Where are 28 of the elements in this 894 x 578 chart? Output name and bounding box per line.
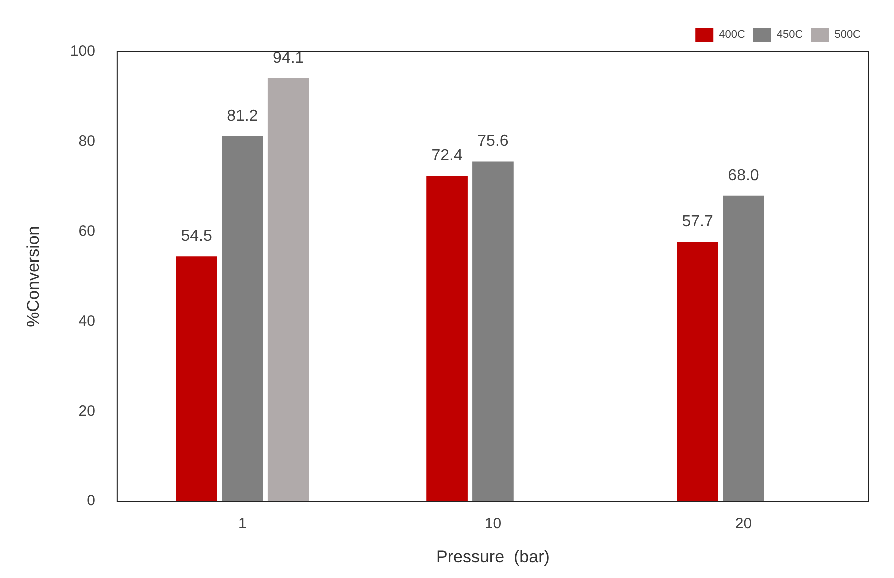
bar [176,256,218,502]
bar [426,176,468,502]
data-label: 54.5 [181,228,212,245]
bar [268,78,310,502]
y-tick-label: 20 [78,402,96,420]
y-tick-label: 100 [70,43,96,60]
x-axis-title: Pressure (bar) [436,547,550,566]
bar [723,196,764,502]
x-tick-label: 20 [735,516,752,533]
x-tick-label: 10 [484,516,502,533]
data-label: 75.6 [478,133,509,150]
bar [472,162,514,502]
legend-label: 450C [776,29,804,42]
data-label: 68.0 [728,167,760,184]
legend-label: 400C [719,29,746,42]
legend-label: 500C [834,29,862,42]
y-tick-label: 80 [78,133,96,150]
y-tick-label: 60 [78,222,96,240]
y-tick-label: 0 [87,492,96,510]
x-tick-label: 1 [238,516,247,533]
y-axis-title: %Conversion [24,226,43,328]
y-tick-label: 40 [78,312,96,330]
bar [677,242,718,502]
data-label: 81.2 [227,108,258,125]
data-label: 57.7 [682,214,714,231]
data-label: 94.1 [273,50,304,67]
bar [222,136,264,502]
data-label: 72.4 [432,147,463,164]
